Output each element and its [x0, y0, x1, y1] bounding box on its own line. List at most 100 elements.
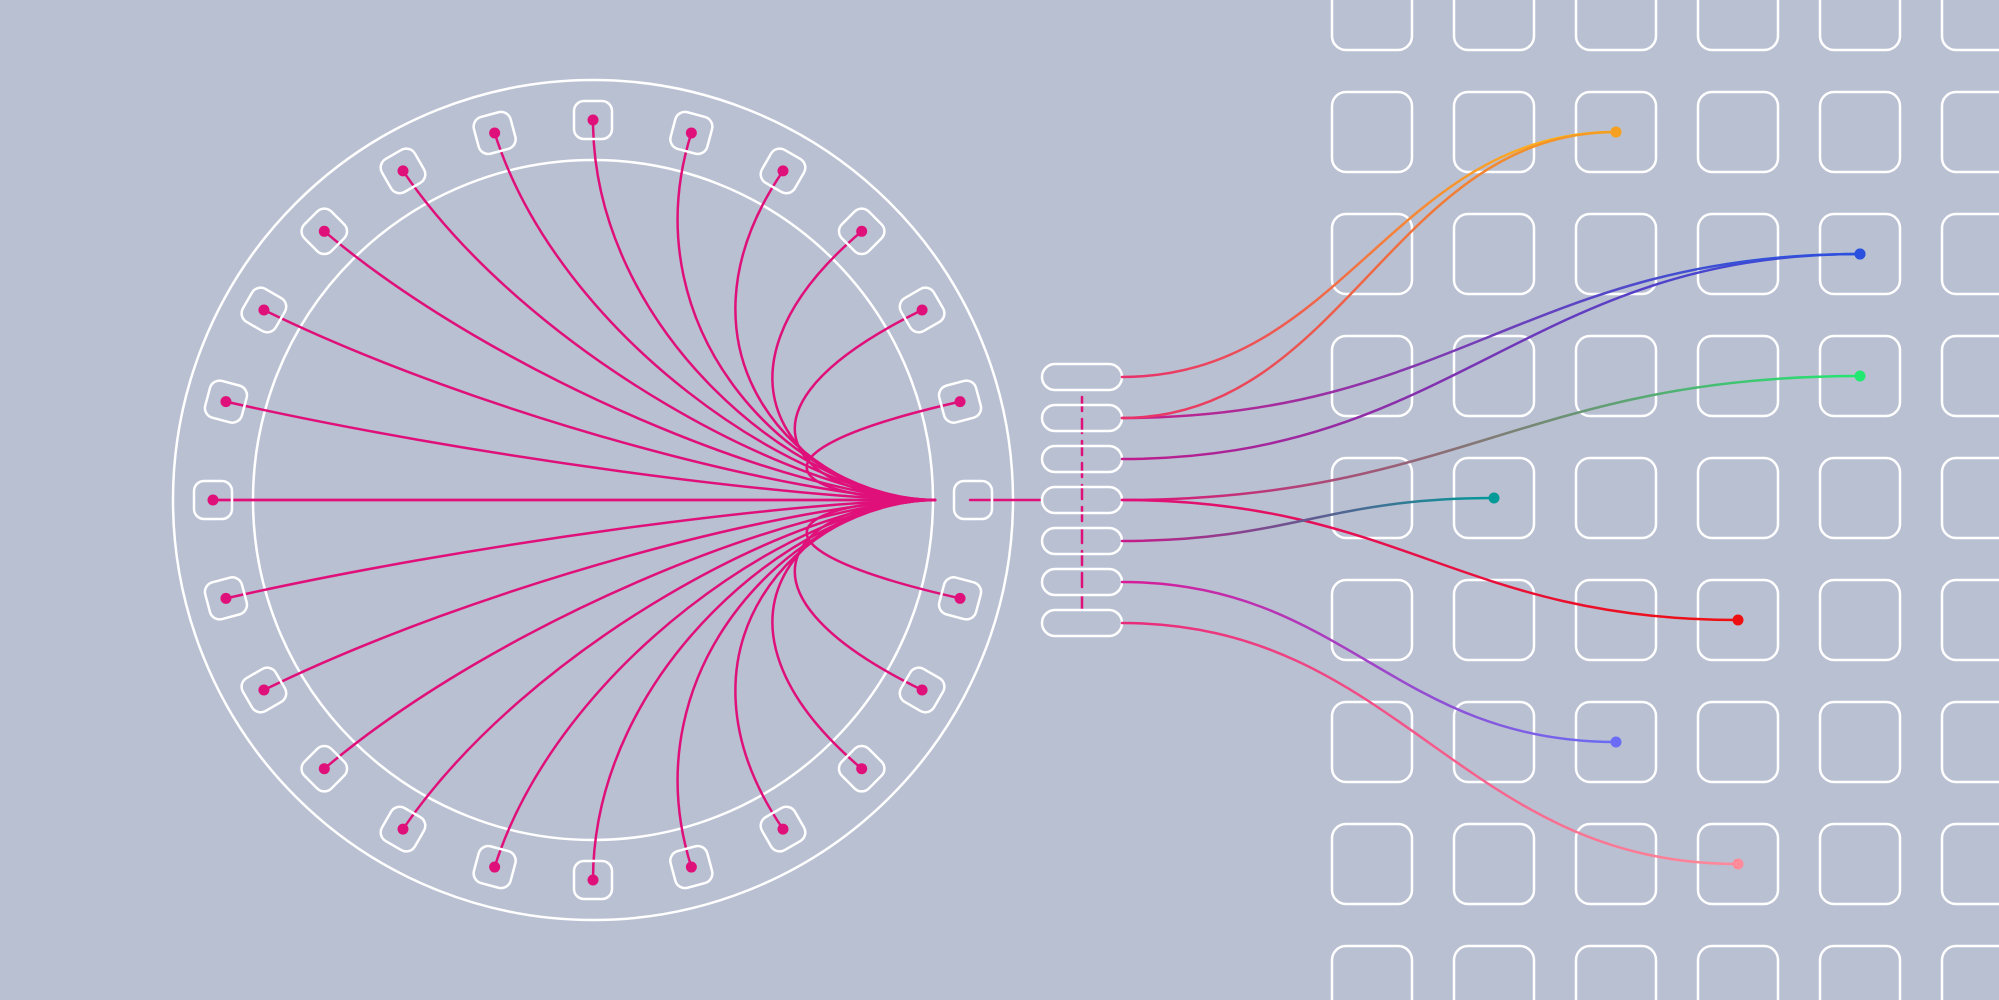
grid-cell-r5-c0 [1330, 578, 1414, 662]
ring-node-dot-1 [954, 396, 966, 408]
fan-wire-3 [771, 230, 937, 502]
connector-pin-0 [1040, 362, 1124, 392]
grid-cell-r5-c1 [1452, 578, 1536, 662]
ring-node-2 [898, 286, 946, 334]
ring-node-dot-8 [397, 165, 409, 177]
connector-pin-6 [1040, 608, 1124, 638]
ring-node-14 [240, 666, 288, 714]
ring-node-1 [937, 379, 983, 424]
grid-cell-r3-c1 [1452, 334, 1536, 418]
fan-wire-21 [771, 498, 937, 770]
grid-cell-r3-c3 [1696, 334, 1780, 418]
ring-node-15 [300, 744, 349, 793]
link-orange [1120, 130, 1618, 420]
ring-node-dot-11 [220, 396, 232, 408]
grid-cell-r2-c5 [1940, 212, 1999, 296]
ring-node-21 [837, 744, 886, 793]
grid-cell-r5-c5 [1940, 578, 1999, 662]
grid-cell-r1-c2 [1574, 90, 1658, 174]
grid-cell-r4-c3 [1696, 456, 1780, 540]
ring-node-dot-16 [397, 823, 409, 835]
ring-node-18 [572, 859, 614, 901]
link-red [1120, 498, 1740, 622]
ring-node-23 [937, 576, 983, 621]
grid-cell-r6-c2 [1574, 700, 1658, 784]
grid-cell-r7-c2 [1574, 822, 1658, 906]
grid-cell-r8-c0 [1330, 944, 1414, 1000]
ring-node-12 [192, 479, 234, 521]
grid-cell-r4-c4 [1818, 456, 1902, 540]
grid-cell-r2-c0 [1330, 212, 1414, 296]
fan-wire-8 [401, 169, 937, 502]
grid-cell-r7-c5 [1940, 822, 1999, 906]
ring-node-11 [203, 379, 249, 424]
ring-node-19 [669, 844, 714, 890]
ring-node-dot-10 [258, 304, 270, 316]
link-violet-endpoint [1854, 248, 1866, 260]
fan-wire-13 [224, 498, 937, 600]
grid-cell-r0-c1 [1452, 0, 1536, 52]
ring-node-7 [472, 110, 517, 156]
pin-connector [1040, 362, 1124, 638]
link-green [1120, 374, 1862, 502]
fan-wire-2 [793, 308, 937, 502]
grid-cell-r3-c5 [1940, 334, 1999, 418]
grid-cell-r6-c3 [1696, 700, 1780, 784]
fan-wire-7 [493, 131, 937, 502]
ring-node-dot-12 [207, 494, 219, 506]
grid-cell-r7-c3 [1696, 822, 1780, 906]
fan-wire-5 [676, 131, 937, 502]
ring-node-17 [472, 844, 517, 890]
grid-cell-r0-c5 [1940, 0, 1999, 52]
grid-cell-r7-c4 [1818, 822, 1902, 906]
ring-nodes [192, 99, 994, 901]
ring-node-dot-2 [916, 304, 928, 316]
ring-node-dot-4 [777, 165, 789, 177]
ring-node-16 [379, 805, 427, 853]
grid-cell-r7-c0 [1330, 822, 1414, 906]
link-green-endpoint [1854, 370, 1866, 382]
ring-node-dot-14 [258, 684, 270, 696]
fan-wires [211, 118, 1042, 882]
ring-node-dot-7 [489, 127, 501, 139]
grid-cell-r6-c1 [1452, 700, 1536, 784]
link-orange-endpoint [1610, 126, 1622, 138]
grid-cell-r0-c0 [1330, 0, 1414, 52]
fan-wire-19 [676, 498, 937, 869]
ring-node-22 [898, 666, 946, 714]
ring-node-10 [240, 286, 288, 334]
grid-cell-r4-c0 [1330, 456, 1414, 540]
fan-wire-23 [805, 498, 962, 600]
grid-cell-r2-c3 [1696, 212, 1780, 296]
ring-node-dot-18 [587, 874, 599, 886]
grid-cell-r7-c1 [1452, 822, 1536, 906]
grid-cell-r8-c1 [1452, 944, 1536, 1000]
link-wires [1120, 126, 1866, 870]
grid-cell-r8-c5 [1940, 944, 1999, 1000]
grid-cell-r8-c2 [1574, 944, 1658, 1000]
ring-node-0 [952, 479, 994, 521]
grid-cell-r3-c2 [1574, 334, 1658, 418]
ring-node-6 [572, 99, 614, 141]
grid-cell-r4-c2 [1574, 456, 1658, 540]
ring-node-dot-3 [856, 225, 868, 237]
grid-cell-r5-c4 [1818, 578, 1902, 662]
ring-node-dot-23 [954, 592, 966, 604]
ring-node-dot-6 [587, 114, 599, 126]
link-yellow [1120, 130, 1618, 379]
grid-cell-r8-c3 [1696, 944, 1780, 1000]
link-pink-endpoint [1732, 858, 1744, 870]
grid-cell-r0-c3 [1696, 0, 1780, 52]
ring-node-4 [759, 147, 807, 195]
target-grid [1330, 0, 1999, 1000]
ring-node-dot-5 [685, 127, 697, 139]
link-teal-endpoint [1488, 492, 1500, 504]
fan-wire-17 [493, 498, 937, 869]
link-purple-endpoint [1610, 736, 1622, 748]
grid-cell-r0-c2 [1574, 0, 1658, 52]
grid-cell-r1-c4 [1818, 90, 1902, 174]
ring-node-dot-21 [856, 763, 868, 775]
link-purple [1120, 580, 1618, 744]
ring-node-dot-19 [685, 861, 697, 873]
grid-cell-r1-c1 [1452, 90, 1536, 174]
